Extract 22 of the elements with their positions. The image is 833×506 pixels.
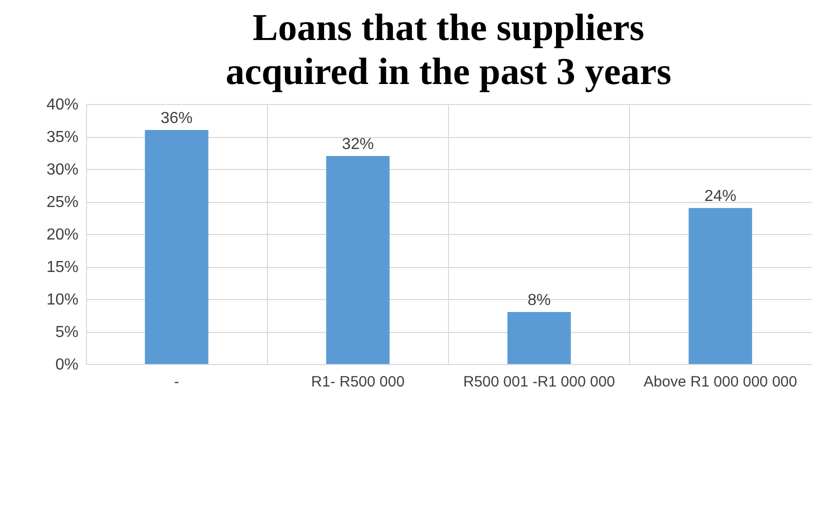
data-label: 8% xyxy=(528,292,551,309)
bar xyxy=(688,208,752,364)
x-tick-label: Above R1 000 000 000 xyxy=(644,374,798,390)
x-tick-label: R500 001 -R1 000 000 xyxy=(463,374,616,390)
data-label: 32% xyxy=(342,136,374,153)
y-tick-label: 15% xyxy=(46,259,78,276)
y-tick-label: 20% xyxy=(46,226,78,244)
bar xyxy=(326,156,390,364)
x-tick-label: R1- R500 000 xyxy=(311,374,405,390)
data-label: 24% xyxy=(704,188,736,205)
y-tick-label: 5% xyxy=(55,324,78,341)
chart-title: Loans that the suppliers acquired in the past 3 years xyxy=(226,7,672,93)
y-tick-label: 35% xyxy=(46,129,78,146)
y-tick-label: 10% xyxy=(46,292,78,308)
data-label: 36% xyxy=(160,110,193,127)
bar xyxy=(144,130,208,364)
bar xyxy=(507,312,571,364)
y-tick-label: 0% xyxy=(55,356,78,374)
y-tick-label: 30% xyxy=(46,162,78,178)
y-tick-label: 25% xyxy=(46,194,78,211)
y-tick-label: 40% xyxy=(46,96,78,114)
x-tick-label: - xyxy=(174,374,180,390)
